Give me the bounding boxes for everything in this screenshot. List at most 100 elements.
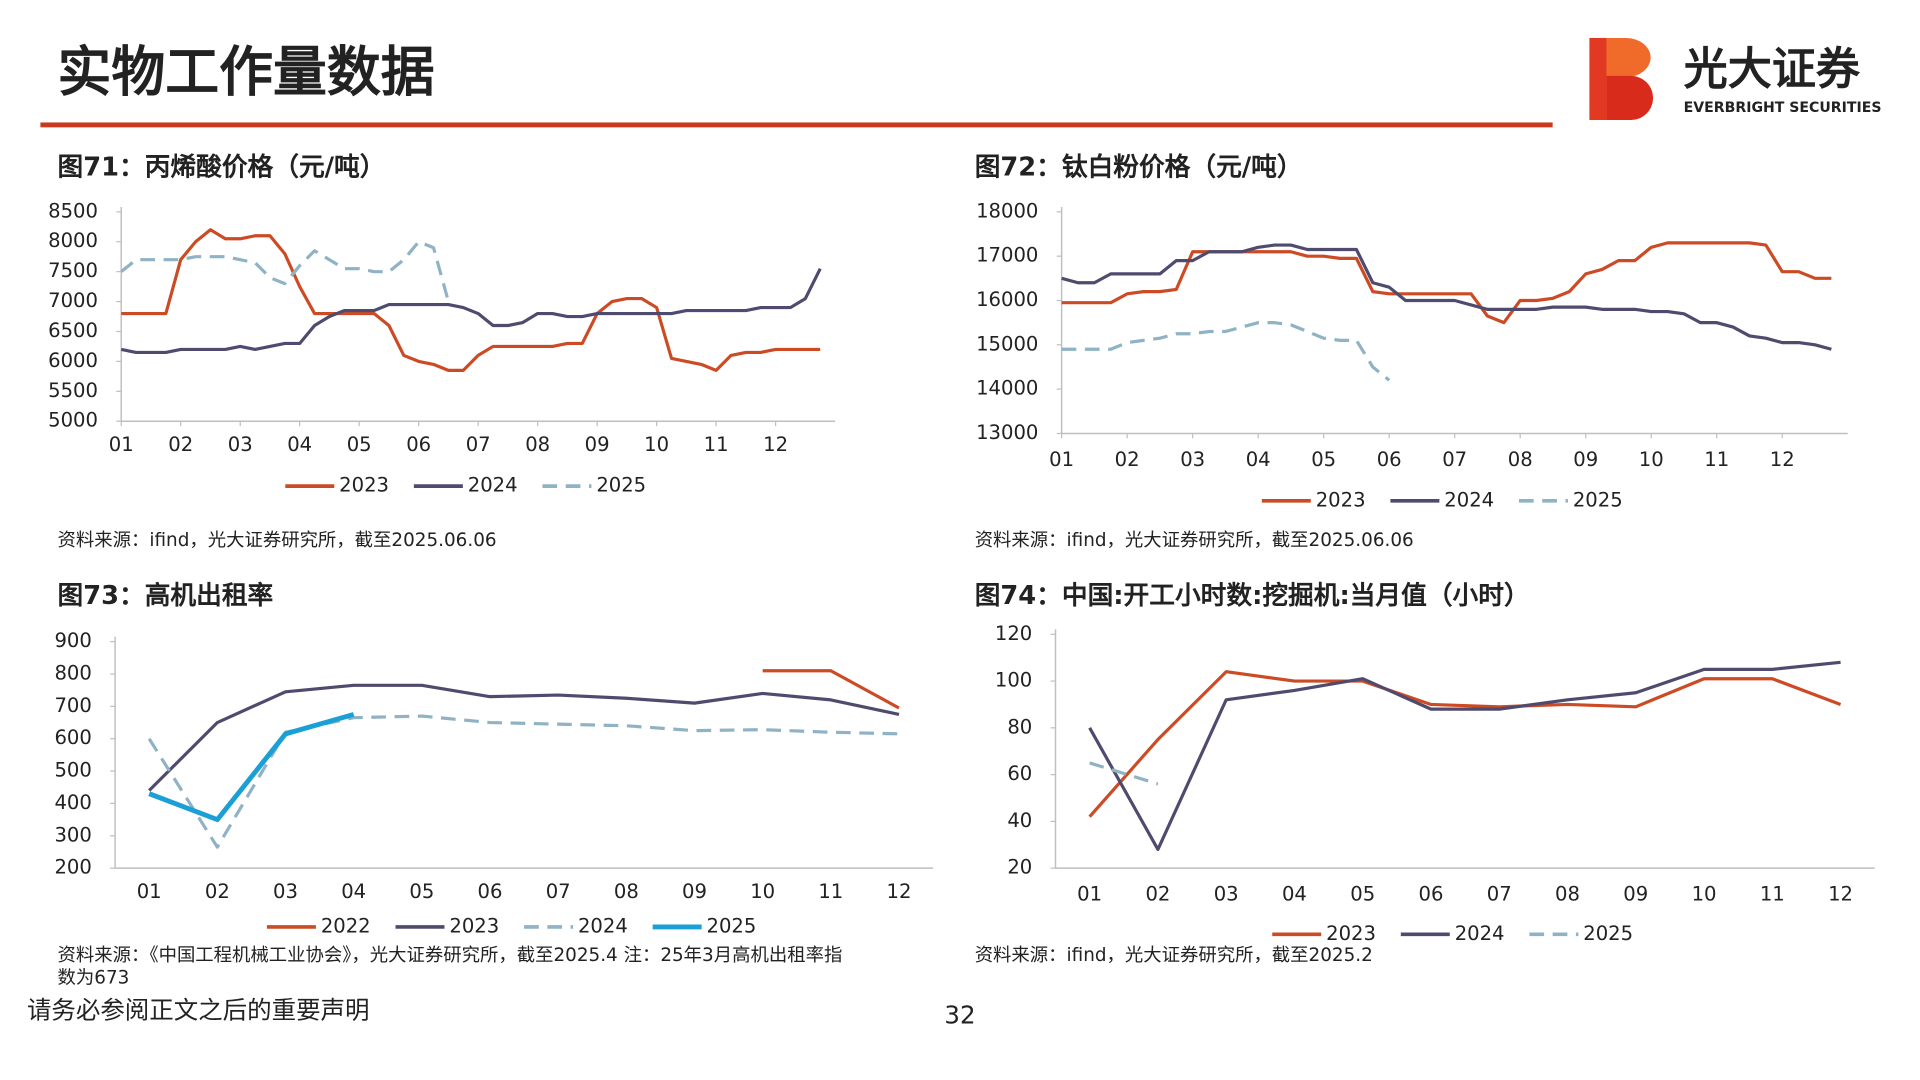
x-tick-label: 02 xyxy=(1145,883,1170,906)
x-tick-label: 07 xyxy=(1442,448,1467,471)
page-number: 32 xyxy=(944,1000,975,1029)
chart: 图71：丙烯酸价格（元/吨） 资料来源：ifind，光大证券研究所，截至2025.… xyxy=(48,151,836,552)
page-title: 实物工作量数据 xyxy=(58,41,435,104)
chart-title: 图74：中国:开工小时数:挖掘机:当月值（小时） xyxy=(975,580,1530,611)
series-line xyxy=(1088,660,1841,852)
y-tick-label: 80 xyxy=(1007,715,1032,738)
y-tick-label: 100 xyxy=(995,669,1032,692)
x-tick-label: 09 xyxy=(585,433,610,456)
x-tick-label: 03 xyxy=(1214,883,1239,906)
series-line xyxy=(1088,670,1842,818)
x-tick-label: 04 xyxy=(1282,883,1307,906)
legend-label: 2023 xyxy=(449,914,499,937)
y-tick-label: 8000 xyxy=(48,229,98,252)
y-tick-label: 500 xyxy=(54,759,91,782)
x-tick-label: 03 xyxy=(273,880,298,903)
y-tick-label: 5000 xyxy=(48,409,98,432)
x-tick-label: 11 xyxy=(818,880,843,903)
series-line xyxy=(762,669,900,710)
y-tick-label: 17000 xyxy=(976,244,1038,267)
y-tick-label: 200 xyxy=(54,856,91,879)
x-tick-label: 12 xyxy=(887,880,912,903)
legend-label: 2025 xyxy=(707,914,757,937)
y-tick-label: 6000 xyxy=(48,349,98,372)
x-tick-label: 01 xyxy=(1049,448,1074,471)
x-tick-label: 06 xyxy=(406,433,431,456)
x-tick-label: 06 xyxy=(478,880,503,903)
source-note: 资料来源：ifind，光大证券研究所，截至2025.2 xyxy=(974,944,1373,967)
x-tick-label: 06 xyxy=(1377,448,1402,471)
x-tick-label: 12 xyxy=(763,433,788,456)
x-tick-label: 02 xyxy=(168,433,193,456)
series-line xyxy=(1089,761,1159,786)
x-tick-label: 01 xyxy=(109,433,134,456)
y-tick-label: 6500 xyxy=(48,319,98,342)
legend-label: 2023 xyxy=(339,474,389,497)
x-tick-label: 09 xyxy=(682,880,707,903)
header-rule xyxy=(40,122,1553,128)
x-tick-label: 06 xyxy=(1419,883,1444,906)
x-tick-label: 08 xyxy=(1508,448,1533,471)
chart: 图73：高机出租率资料来源：《中国工程机械工业协会》，光大证券研究所，截至202… xyxy=(54,580,934,989)
series-line xyxy=(121,228,821,372)
x-tick-label: 05 xyxy=(409,880,434,903)
y-tick-label: 5500 xyxy=(48,379,98,402)
legend-label: 2025 xyxy=(596,474,646,497)
x-tick-label: 09 xyxy=(1623,883,1648,906)
legend-label: 2023 xyxy=(1326,922,1376,945)
x-tick-label: 01 xyxy=(137,880,162,903)
y-tick-label: 300 xyxy=(54,823,91,846)
y-tick-label: 7000 xyxy=(48,289,98,312)
y-tick-label: 60 xyxy=(1007,762,1032,785)
x-tick-label: 12 xyxy=(1770,448,1795,471)
series-line xyxy=(148,712,355,823)
disclaimer: 请务必参阅正文之后的重要声明 xyxy=(27,995,370,1024)
x-tick-label: 11 xyxy=(1760,883,1785,906)
series-line xyxy=(120,267,822,355)
chart-source: 资料来源：ifind，光大证券研究所，截至2025.06.06 xyxy=(975,529,1414,551)
y-tick-label: 16000 xyxy=(976,288,1038,311)
source-note: 资料来源：《中国工程机械工业协会》，光大证券研究所，截至2025.4 注：25年… xyxy=(57,944,843,989)
x-tick-label: 02 xyxy=(1115,448,1140,471)
x-tick-label: 10 xyxy=(1639,448,1664,471)
x-tick-label: 07 xyxy=(546,880,571,903)
series-line xyxy=(1061,241,1832,325)
chart-title: 图71：丙烯酸价格（元/吨） xyxy=(58,151,386,182)
logo-arc xyxy=(1606,37,1651,78)
chart: 图72：钛白粉价格（元/吨） 资料来源：ifind，光大证券研究所，截至2025.… xyxy=(975,151,1848,551)
legend-label: 2024 xyxy=(1444,488,1494,511)
x-tick-label: 05 xyxy=(1311,448,1336,471)
x-tick-label: 05 xyxy=(347,433,372,456)
chart-source: 资料来源：《中国工程机械工业协会》，光大证券研究所，截至2025.4 注：25年… xyxy=(57,944,843,989)
y-tick-label: 400 xyxy=(54,791,91,814)
y-tick-label: 20 xyxy=(1007,856,1032,879)
chart-source: 资料来源：ifind，光大证券研究所，截至2025.06.06 xyxy=(57,528,497,552)
logo-en: EVERBRIGHT SECURITIES xyxy=(1684,100,1882,116)
chart-title: 图73：高机出租率 xyxy=(58,580,274,611)
logo-bar xyxy=(1589,37,1607,120)
x-tick-label: 10 xyxy=(750,880,775,903)
legend-label: 2025 xyxy=(1573,488,1623,511)
x-tick-label: 03 xyxy=(1180,448,1205,471)
x-tick-label: 10 xyxy=(1692,883,1717,906)
y-tick-label: 8500 xyxy=(48,199,98,222)
y-tick-label: 14000 xyxy=(976,377,1038,400)
logo: 光大证券 EVERBRIGHT SECURITIES xyxy=(1589,37,1882,120)
source-note: 资料来源：ifind，光大证券研究所，截至2025.06.06 xyxy=(57,528,497,552)
x-tick-label: 08 xyxy=(614,880,639,903)
y-tick-label: 40 xyxy=(1007,809,1032,832)
series-line xyxy=(147,714,900,849)
chart-source: 资料来源：ifind，光大证券研究所，截至2025.2 xyxy=(974,944,1373,967)
logo-cn: 光大证券 xyxy=(1684,44,1861,95)
x-tick-label: 04 xyxy=(1246,448,1271,471)
series-line xyxy=(120,240,450,303)
y-tick-label: 15000 xyxy=(976,332,1038,355)
x-tick-label: 08 xyxy=(525,433,550,456)
x-tick-label: 11 xyxy=(704,433,729,456)
x-tick-label: 02 xyxy=(205,880,230,903)
y-tick-label: 900 xyxy=(54,629,91,652)
x-tick-label: 04 xyxy=(341,880,366,903)
y-tick-label: 13000 xyxy=(976,421,1038,444)
x-tick-label: 05 xyxy=(1350,883,1375,906)
x-tick-label: 10 xyxy=(644,433,669,456)
